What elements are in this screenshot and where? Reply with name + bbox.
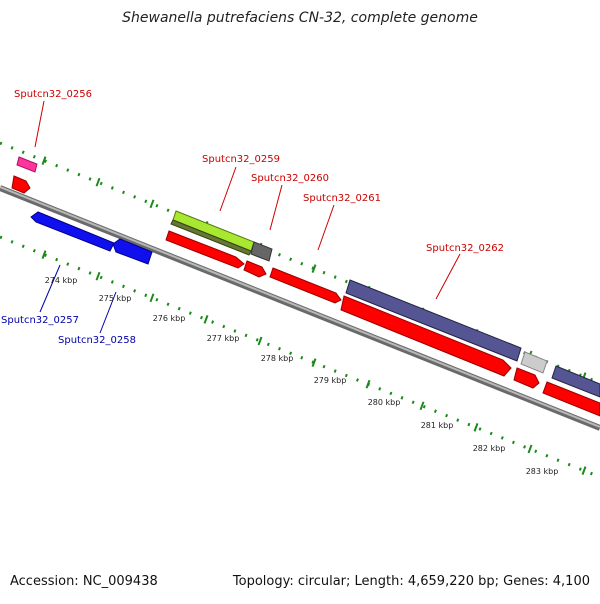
cds-arrow-0257[interactable]: [30, 211, 115, 252]
inner-major-tick: [95, 271, 101, 281]
scale-label: 275 kbp: [99, 294, 132, 303]
leader-line-0256: [34, 100, 45, 148]
gene-label-0261[interactable]: Sputcn32_0261: [303, 193, 381, 204]
cds-arrow-0262[interactable]: [340, 295, 512, 377]
inner-major-tick: [311, 358, 317, 367]
inner-major-ticks: [41, 250, 587, 475]
accession-text: Accession: NC_009438: [10, 574, 158, 589]
gene-label-0258[interactable]: Sputcn32_0258: [58, 335, 136, 346]
inner-major-tick: [149, 293, 155, 303]
gene-label-0262[interactable]: Sputcn32_0262: [426, 243, 504, 254]
inner-major-tick: [365, 379, 371, 389]
scale-label: 278 kbp: [261, 354, 294, 363]
gene-label-0256[interactable]: Sputcn32_0256: [14, 89, 92, 100]
feature-magenta[interactable]: [16, 156, 38, 173]
genome-summary-text: Topology: circular; Length: 4,659,220 bp…: [232, 574, 590, 589]
outer-major-tick: [149, 199, 155, 209]
inner-major-tick: [581, 466, 587, 475]
scale-label: 279 kbp: [314, 376, 347, 385]
cds-arrow-0264[interactable]: [542, 381, 600, 417]
feature-track: [11, 156, 600, 417]
page-title: Shewanella putrefaciens CN-32, complete …: [122, 10, 478, 26]
scale-label: 283 kbp: [526, 467, 559, 476]
inner-major-tick: [473, 423, 479, 432]
cds-arrow-0259[interactable]: [165, 230, 245, 269]
inner-major-tick: [257, 336, 263, 346]
feature-slate-0262[interactable]: [345, 279, 522, 362]
feature-olive-0259[interactable]: [170, 219, 252, 256]
inner-major-tick: [41, 250, 47, 259]
inner-major-tick: [203, 315, 209, 324]
leader-line-0259: [219, 166, 237, 212]
feature-lightgray[interactable]: [520, 351, 548, 374]
feature-gray-0260[interactable]: [250, 241, 273, 262]
cds-arrow-0261[interactable]: [269, 267, 342, 304]
scale-label: 282 kbp: [473, 444, 506, 453]
gene-label-0259[interactable]: Sputcn32_0259: [202, 154, 280, 165]
outer-major-tick: [41, 156, 47, 165]
cds-arrow-0260[interactable]: [243, 260, 267, 278]
outer-major-tick: [311, 264, 317, 273]
cds-arrow-0263[interactable]: [513, 367, 540, 389]
inner-major-tick: [527, 444, 533, 454]
inner-major-tick: [419, 401, 425, 411]
scale-label: 274 kbp: [45, 276, 78, 285]
leader-line-0258: [99, 291, 117, 334]
gene-label-0257[interactable]: Sputcn32_0257: [1, 315, 79, 326]
scale-labels: 274 kbp 275 kbp 276 kbp 277 kbp 278 kbp …: [45, 276, 559, 476]
genome-backbone-highlight: [0, 186, 600, 428]
scale-label: 280 kbp: [368, 398, 401, 407]
gene-label-0260[interactable]: Sputcn32_0260: [251, 173, 329, 184]
leader-line-0257: [39, 264, 61, 313]
outer-major-tick: [95, 177, 101, 187]
cds-arrow-0258[interactable]: [112, 238, 153, 265]
feature-slate-end[interactable]: [551, 365, 600, 398]
leader-line-0262: [435, 253, 461, 300]
leader-line-0260: [269, 184, 283, 231]
cds-arrow-0256[interactable]: [11, 175, 31, 194]
scale-label: 277 kbp: [207, 334, 240, 343]
leader-line-0261: [317, 204, 335, 251]
scale-label: 281 kbp: [421, 421, 454, 430]
scale-label: 276 kbp: [153, 314, 186, 323]
